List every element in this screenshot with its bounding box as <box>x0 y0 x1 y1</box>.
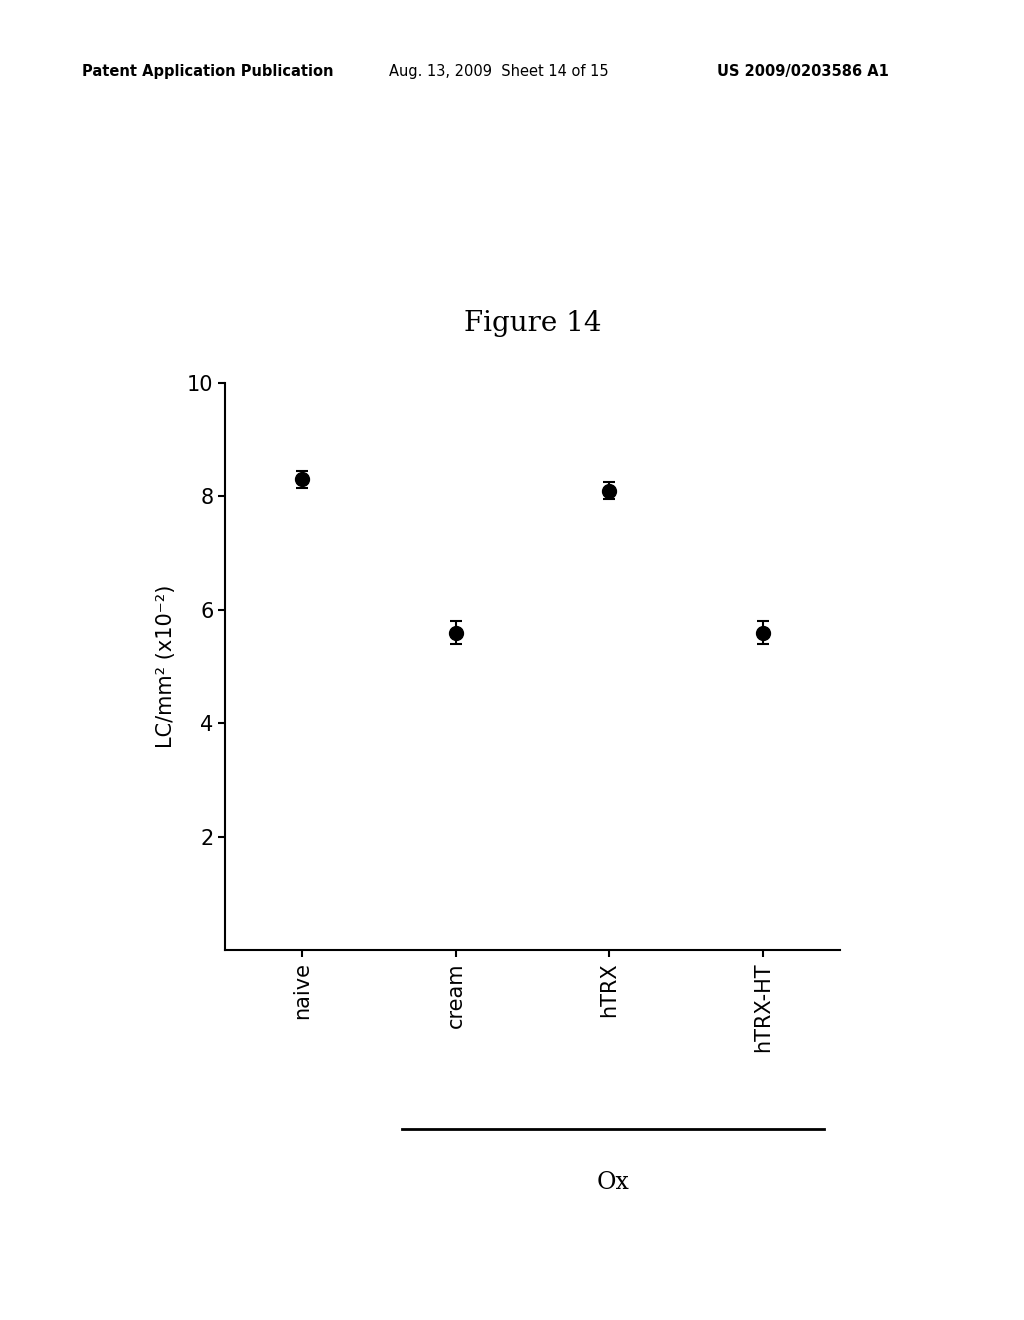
Text: Ox: Ox <box>597 1171 630 1193</box>
Text: Patent Application Publication: Patent Application Publication <box>82 63 334 79</box>
Text: Figure 14: Figure 14 <box>464 310 601 337</box>
Y-axis label: LC/mm² (x10⁻²): LC/mm² (x10⁻²) <box>156 585 176 748</box>
Text: Aug. 13, 2009  Sheet 14 of 15: Aug. 13, 2009 Sheet 14 of 15 <box>389 63 608 79</box>
Text: US 2009/0203586 A1: US 2009/0203586 A1 <box>717 63 889 79</box>
